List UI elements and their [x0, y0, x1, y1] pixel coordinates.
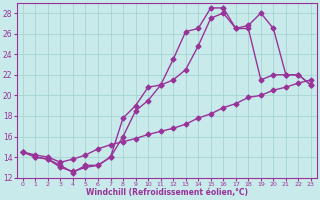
X-axis label: Windchill (Refroidissement éolien,°C): Windchill (Refroidissement éolien,°C)	[86, 188, 248, 197]
